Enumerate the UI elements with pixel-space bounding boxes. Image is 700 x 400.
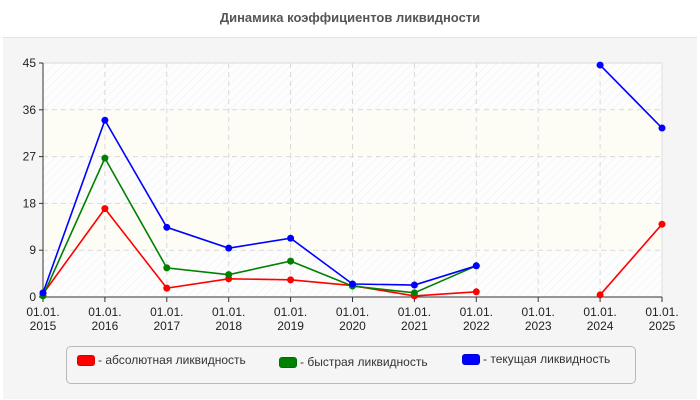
axes: 091827364501.01.201501.01.201601.01.2017… (23, 56, 679, 333)
legend-item-absolute: - абсолютная ликвидность (77, 353, 246, 367)
svg-text:01.01.: 01.01. (645, 305, 678, 319)
legend-item-quick: - быстрая ликвидность (279, 355, 428, 369)
svg-text:2023: 2023 (525, 319, 552, 333)
svg-text:2022: 2022 (463, 319, 490, 333)
series-lines (39, 61, 666, 300)
svg-text:0: 0 (29, 290, 36, 304)
svg-text:01.01.: 01.01. (398, 305, 431, 319)
svg-text:01.01.: 01.01. (88, 305, 121, 319)
svg-text:01.01.: 01.01. (212, 305, 245, 319)
svg-text:2015: 2015 (30, 319, 57, 333)
svg-text:27: 27 (23, 150, 37, 164)
svg-text:01.01.: 01.01. (150, 305, 183, 319)
grid-lines (43, 62, 662, 297)
svg-text:2018: 2018 (215, 319, 242, 333)
svg-text:01.01.: 01.01. (336, 305, 369, 319)
legend-swatch-blue (462, 353, 480, 365)
svg-text:2020: 2020 (339, 319, 366, 333)
svg-text:2021: 2021 (401, 319, 428, 333)
svg-text:01.01.: 01.01. (583, 305, 616, 319)
svg-text:45: 45 (23, 56, 37, 70)
chart-title: Динамика коэффициентов ликвидности (219, 10, 481, 25)
legend-item-current: - текущая ликвидность (462, 352, 610, 366)
legend-label: - абсолютная ликвидность (98, 353, 246, 367)
legend-swatch-green (279, 356, 297, 368)
svg-text:01.01.: 01.01. (274, 305, 307, 319)
legend-label: - текущая ликвидность (483, 352, 611, 366)
legend-swatch-red (77, 354, 95, 366)
svg-text:9: 9 (29, 243, 36, 257)
svg-text:2019: 2019 (277, 319, 304, 333)
svg-text:2024: 2024 (587, 319, 614, 333)
svg-text:01.01.: 01.01. (460, 305, 493, 319)
svg-text:36: 36 (23, 103, 37, 117)
svg-text:18: 18 (23, 196, 37, 210)
svg-text:01.01.: 01.01. (26, 305, 59, 319)
legend: - абсолютная ликвидность - быстрая ликви… (66, 346, 636, 384)
svg-text:2025: 2025 (649, 319, 676, 333)
svg-text:01.01.: 01.01. (522, 305, 555, 319)
svg-text:2016: 2016 (92, 319, 119, 333)
legend-label: - быстрая ликвидность (300, 355, 428, 369)
svg-text:2017: 2017 (153, 319, 180, 333)
